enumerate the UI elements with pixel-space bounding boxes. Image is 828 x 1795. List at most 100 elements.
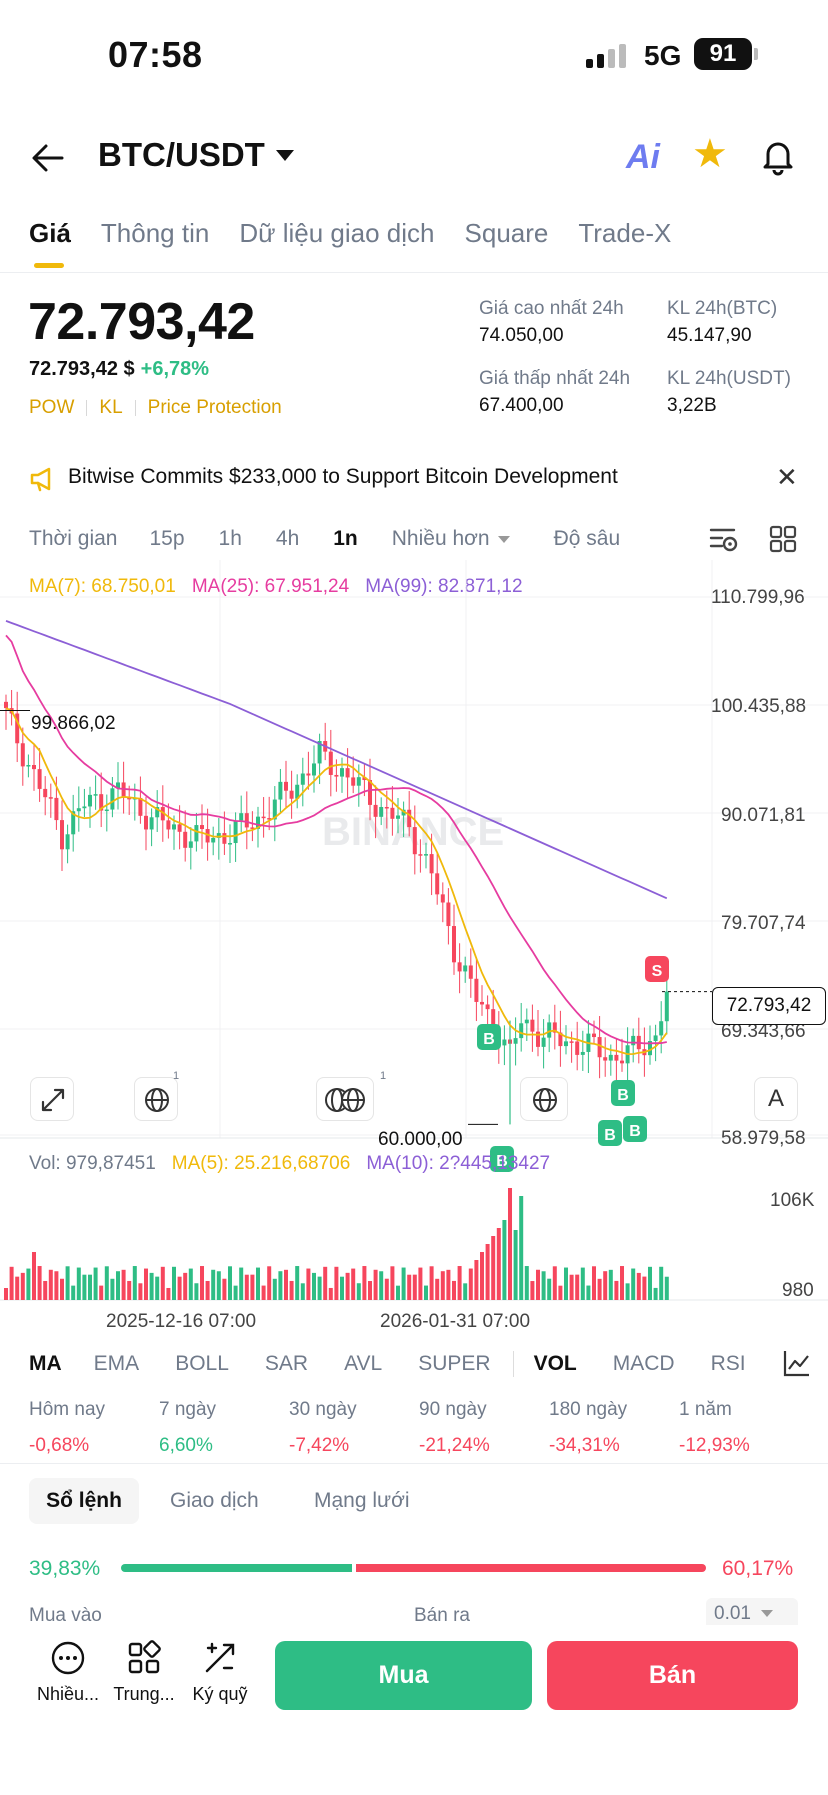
- indicator-avl[interactable]: AVL: [344, 1352, 383, 1375]
- interval-1h[interactable]: 1h: [218, 527, 242, 550]
- globe-icon: [533, 1088, 557, 1112]
- volume-bar: [200, 1266, 204, 1300]
- fullscreen-button[interactable]: [30, 1077, 74, 1121]
- indicator-sar[interactable]: SAR: [264, 1352, 309, 1375]
- candle-down: [222, 833, 227, 844]
- indicator-macd[interactable]: MACD: [612, 1352, 675, 1375]
- candle-up: [116, 782, 120, 789]
- buy-marker-label: B: [617, 1087, 629, 1104]
- tag-kl[interactable]: KL: [99, 397, 123, 418]
- candle-up: [82, 806, 87, 809]
- indicator-ma[interactable]: MA: [29, 1352, 62, 1375]
- volume-bar: [272, 1278, 277, 1300]
- globe-button-1[interactable]: [134, 1077, 178, 1121]
- back-arrow-icon[interactable]: [30, 140, 66, 176]
- nav-center-label: Trung...: [113, 1684, 175, 1704]
- interval-15p[interactable]: 15p: [149, 527, 185, 550]
- volume-bar: [620, 1266, 624, 1300]
- nav-center[interactable]: Trung...: [104, 1640, 184, 1705]
- ma25-value: MA(25): 67.951,24: [191, 576, 350, 597]
- depth-tab[interactable]: Độ sâu: [553, 527, 621, 550]
- volume-bar: [351, 1268, 356, 1300]
- interval-4h[interactable]: 4h: [275, 527, 300, 550]
- indicator-vol[interactable]: VOL: [533, 1352, 577, 1375]
- bell-icon[interactable]: [758, 136, 798, 176]
- candle-up: [659, 1021, 664, 1036]
- status-time: 07:58: [108, 34, 203, 75]
- candle-down: [452, 926, 456, 963]
- volume-bar: [530, 1281, 535, 1300]
- fiat-value: 72.793,42 $: [29, 358, 135, 380]
- candle-up: [379, 806, 384, 817]
- nav-margin[interactable]: Ký quỹ: [180, 1640, 260, 1705]
- ma99-value: MA(99): 82.871,12: [365, 576, 523, 597]
- y-label-2: 100.435,88: [711, 696, 807, 717]
- expand-icon: [41, 1088, 65, 1112]
- buy-button[interactable]: Mua: [275, 1641, 532, 1710]
- globe-button-3[interactable]: [520, 1077, 568, 1121]
- candle-down: [4, 701, 8, 709]
- indicator-super[interactable]: SUPER: [418, 1352, 491, 1375]
- interval-1n[interactable]: 1n: [333, 527, 358, 550]
- candle-down: [43, 788, 48, 798]
- volume-bar: [653, 1287, 658, 1300]
- tab-price[interactable]: Giá: [29, 218, 71, 248]
- volume-bar: [603, 1271, 608, 1300]
- margin-icon: [205, 1642, 235, 1673]
- pair-title[interactable]: BTC/USDT: [98, 136, 265, 173]
- high-24h-value: 74.050,00: [479, 325, 564, 346]
- candle-down: [244, 813, 249, 828]
- candle-up: [211, 837, 216, 843]
- tab-trading-data[interactable]: Dữ liệu giao dịch: [239, 218, 435, 248]
- current-price-tag[interactable]: 72.793,42: [712, 987, 826, 1025]
- candle-up: [228, 843, 232, 845]
- tag-price-protection[interactable]: Price Protection: [147, 397, 282, 418]
- tag-pow[interactable]: POW: [29, 397, 75, 418]
- buy-ratio: 39,83%: [29, 1557, 101, 1580]
- ai-icon[interactable]: Ai: [626, 138, 660, 176]
- candle-down: [138, 797, 143, 816]
- auto-scale-button[interactable]: A: [754, 1077, 798, 1121]
- volume-axis-bottom: 980: [782, 1280, 814, 1301]
- nav-margin-label: Ký quỹ: [192, 1684, 248, 1704]
- precision-select[interactable]: 0.01: [706, 1598, 798, 1630]
- news-ticker[interactable]: Bitwise Commits $233,000 to Support Bitc…: [68, 465, 618, 488]
- chevron-down-icon[interactable]: [276, 150, 294, 161]
- tab-square[interactable]: Square: [464, 218, 549, 248]
- volume-bar: [485, 1244, 490, 1300]
- grid-layout-icon[interactable]: [768, 524, 798, 554]
- favorite-star-icon[interactable]: ★: [692, 132, 728, 176]
- indicator-boll[interactable]: BOLL: [175, 1352, 229, 1375]
- tab-trade-x[interactable]: Trade-X: [578, 218, 672, 248]
- indicator-ema[interactable]: EMA: [93, 1352, 140, 1375]
- chart-settings-icon[interactable]: [708, 524, 740, 556]
- volume-bar: [194, 1283, 199, 1300]
- volume-bar: [93, 1267, 98, 1300]
- candle-down: [121, 782, 126, 798]
- indicator-rsi[interactable]: RSI: [710, 1352, 746, 1375]
- tab-trades[interactable]: Giao dịch: [170, 1489, 259, 1512]
- volume-bar: [289, 1280, 294, 1300]
- tab-network[interactable]: Mạng lưới: [314, 1489, 410, 1512]
- volume-bar: [496, 1228, 501, 1300]
- volume-bar: [457, 1266, 462, 1300]
- tab-info[interactable]: Thông tin: [100, 218, 210, 248]
- candle-down: [373, 804, 378, 817]
- sell-button[interactable]: Bán: [547, 1641, 798, 1710]
- candle-up: [155, 807, 160, 818]
- tab-order-book[interactable]: Sổ lệnh: [29, 1478, 139, 1524]
- interval-time[interactable]: Thời gian: [29, 527, 118, 550]
- candle-down: [205, 829, 210, 843]
- change-percent: +6,78%: [140, 358, 210, 380]
- indicator-chart-icon[interactable]: [782, 1348, 812, 1378]
- close-icon[interactable]: ✕: [776, 462, 798, 492]
- interval-more[interactable]: Nhiều hơn: [392, 527, 510, 551]
- volume-bar: [401, 1267, 406, 1300]
- nav-more[interactable]: Nhiều...: [28, 1640, 108, 1705]
- candle-down: [48, 797, 53, 799]
- ma7-line: [5, 707, 668, 1056]
- globe-button-2[interactable]: [316, 1077, 374, 1121]
- globe-icon: [325, 1088, 365, 1112]
- volume-bar: [418, 1267, 423, 1300]
